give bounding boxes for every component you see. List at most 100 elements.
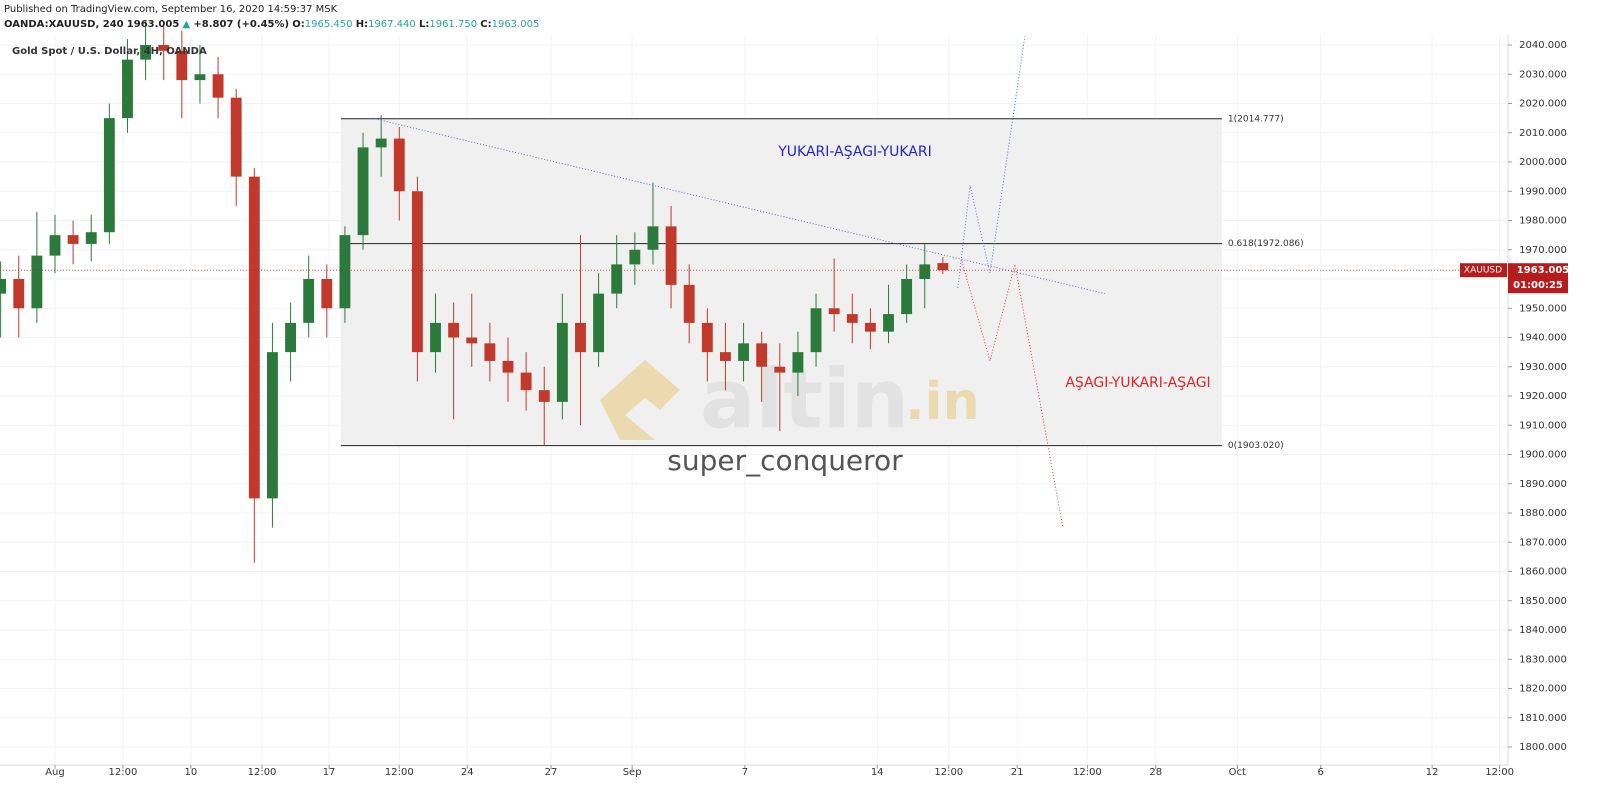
y-tick-label: 1900.000 [1519, 450, 1567, 461]
candle-body [720, 352, 731, 361]
arrow: ▲ [182, 19, 191, 30]
candle-body [828, 308, 840, 315]
published: Published on TradingView.com, September … [4, 4, 338, 15]
x-tick-label: Aug [45, 767, 65, 778]
y-tick-label: 2030.000 [1519, 69, 1567, 80]
fib-label: 0(1903.020) [1228, 441, 1284, 451]
candle-body [13, 279, 25, 309]
candle-body [810, 308, 822, 353]
price-tag: 1963.005 [1517, 265, 1570, 276]
candle-body [411, 191, 423, 353]
l-label: L: [418, 19, 430, 30]
y-tick-label: 1840.000 [1519, 625, 1567, 636]
candle-body [937, 263, 949, 271]
x-tick-label: 12 [1426, 767, 1439, 778]
candle-body [738, 343, 749, 361]
candle-body [285, 322, 296, 353]
x-tick-label: 17 [323, 767, 336, 778]
fib-label: 0.618(1972.086) [1228, 239, 1304, 249]
x-tick-label: 10 [185, 767, 198, 778]
candle-body [484, 343, 496, 361]
y-tick-label: 1920.000 [1519, 391, 1567, 402]
y-tick-label: 1810.000 [1519, 713, 1567, 724]
candle-body [756, 343, 768, 367]
symbol: OANDA:XAUUSD, 240 [4, 19, 124, 30]
candle-body [901, 279, 913, 315]
symbol-tag-bg [1460, 263, 1507, 278]
y-tick-label: 1820.000 [1519, 684, 1567, 695]
y-tick-label: 1880.000 [1519, 508, 1567, 519]
brand: altin [700, 352, 909, 447]
candle-body [883, 314, 894, 332]
annotation: AŞAGI-YUKARI-AŞAGI [1065, 375, 1210, 391]
candle-body [230, 97, 242, 177]
o-label: O: [292, 19, 305, 30]
projection [961, 261, 1064, 528]
candle-body [67, 235, 79, 244]
high: 1967.440 [368, 19, 416, 30]
x-tick-label: 12:00 [248, 767, 277, 778]
price-tag-bg [1508, 263, 1568, 294]
candle-body [49, 235, 61, 256]
author: super_conqueror [667, 444, 903, 477]
candle-body [701, 322, 713, 353]
x-tick-label: 12:00 [1485, 767, 1514, 778]
x-tick-label: 24 [461, 767, 474, 778]
candle-body [321, 279, 333, 309]
fib-label: 1(2014.777) [1228, 114, 1284, 124]
candle-body [629, 249, 641, 265]
x-tick-label: 14 [871, 767, 884, 778]
candle-body [792, 352, 804, 373]
candle-body [339, 235, 351, 309]
candle-body [140, 45, 152, 60]
candle-body [31, 255, 43, 309]
open: 1965.450 [304, 19, 353, 30]
candle-body [502, 360, 514, 373]
y-tick-label: 1940.000 [1519, 333, 1567, 344]
y-tick-label: 2040.000 [1519, 40, 1567, 51]
candle-body [103, 118, 115, 233]
candle-body [212, 74, 224, 98]
candle-body [158, 45, 170, 51]
y-tick-label: 1870.000 [1519, 537, 1567, 548]
x-tick-label: 12:00 [1073, 767, 1102, 778]
y-tick-label: 1980.000 [1519, 216, 1567, 227]
candle-body [303, 279, 315, 323]
y-tick-label: 1800.000 [1519, 742, 1567, 753]
candle-body [357, 147, 369, 236]
x-tick-label: Sep [623, 767, 642, 778]
price: 1963.005 [126, 19, 180, 30]
x-tick-label: 7 [742, 767, 748, 778]
change: +8.807 (+0.45%) [193, 19, 290, 30]
candle-body [647, 226, 659, 250]
x-tick-label: 28 [1149, 767, 1162, 778]
candle-body [85, 232, 97, 244]
candle-body [0, 279, 7, 294]
candle-body [538, 390, 550, 402]
x-tick-label: 12:00 [109, 767, 138, 778]
candle-body [683, 284, 695, 323]
candle-body [864, 322, 876, 332]
candle-body [375, 138, 387, 148]
countdown: 01:00:25 [1513, 280, 1563, 291]
candle-body [774, 366, 786, 373]
projection [957, 36, 1026, 288]
candle-body [665, 226, 677, 285]
low: 1961.750 [429, 19, 478, 30]
candle-body [556, 322, 568, 402]
x-tick-label: 12:00 [934, 767, 963, 778]
brand-suffix: .in [905, 372, 980, 432]
candle-body [122, 59, 133, 119]
watermark: altin .in [600, 352, 980, 447]
candle-body [194, 74, 206, 81]
y-tick-label: 1930.000 [1519, 362, 1567, 373]
y-tick-label: 2020.000 [1519, 99, 1567, 110]
candle-body [266, 352, 278, 499]
candle-body [466, 337, 478, 344]
candle-body [919, 264, 931, 280]
fib-zone [340, 118, 1222, 446]
plot: YUKARI-AŞAGI-YUKARI AŞAGI-YUKARI-AŞAGI [0, 21, 1508, 563]
y-tick-label: 2000.000 [1519, 157, 1567, 168]
